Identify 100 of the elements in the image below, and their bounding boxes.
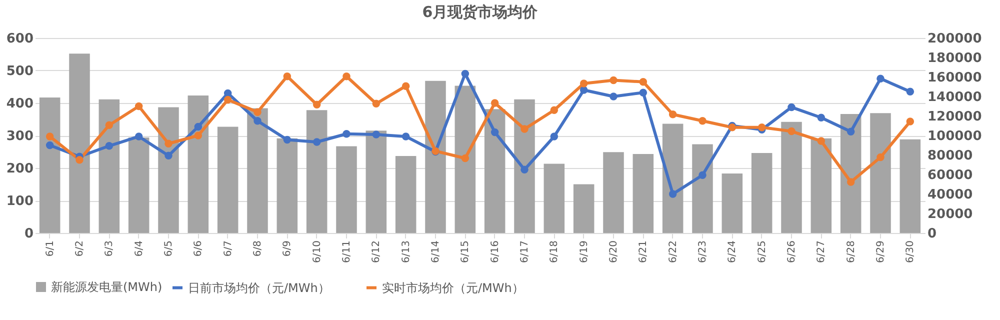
x-tick-label: 6/15: [460, 240, 472, 263]
point: [164, 152, 172, 160]
bar: [810, 138, 832, 233]
point: [342, 72, 350, 80]
point: [194, 132, 202, 140]
bar: [573, 184, 594, 233]
point: [194, 122, 202, 131]
bar: [544, 164, 565, 233]
y-tick-label: 400: [6, 96, 34, 112]
x-tick-label: 6/12: [371, 240, 382, 263]
point: [46, 132, 54, 140]
x-tick-label: 6/30: [905, 240, 916, 263]
point: [520, 125, 528, 133]
point: [283, 72, 292, 80]
point: [254, 117, 262, 125]
x-tick-label: 6/24: [727, 240, 738, 263]
y2-tick-label: 100000: [928, 129, 982, 144]
point: [312, 100, 321, 108]
x-tick-label: 6/26: [786, 240, 798, 263]
bar: [39, 97, 60, 233]
bar: [722, 174, 743, 233]
point: [254, 108, 262, 116]
point: [402, 82, 410, 90]
y2-tick-label: 140000: [928, 90, 982, 105]
bar: [751, 153, 772, 233]
y2-tick-label: 180000: [928, 51, 982, 66]
point: [817, 137, 826, 145]
bar: [632, 154, 654, 233]
y-tick-label: 100: [6, 194, 34, 209]
x-tick-label: 6/23: [698, 240, 708, 263]
bar: [217, 126, 238, 233]
y2-tick-label: 120000: [928, 110, 982, 124]
point: [550, 132, 558, 140]
point: [490, 99, 499, 107]
point: [105, 142, 114, 150]
point: [461, 70, 470, 78]
x-tick-label: 6/4: [134, 240, 145, 257]
point: [698, 117, 706, 125]
bar: [870, 113, 891, 233]
point: [105, 121, 114, 129]
point: [846, 128, 855, 136]
y-tick-label: 300: [6, 129, 34, 144]
bar: [276, 138, 298, 233]
y-tick-label: 500: [6, 64, 34, 79]
x-tick-label: 6/13: [400, 240, 412, 263]
bar: [128, 137, 150, 233]
y2-tick-label: 200000: [928, 32, 982, 46]
x-tick-label: 6/3: [104, 240, 116, 257]
point: [372, 130, 380, 138]
y2-tick-label: 80000: [928, 148, 973, 164]
x-tick-label: 6/10: [312, 240, 323, 263]
legend-label: 日前市场均价（元/MWh）: [188, 280, 330, 295]
y-tick-label: 200: [6, 162, 34, 176]
point: [788, 103, 796, 112]
point: [639, 78, 648, 86]
bar: [781, 122, 802, 233]
bar: [425, 80, 446, 233]
x-tick-label: 6/2: [74, 240, 86, 257]
point: [876, 74, 884, 82]
chart-title: 6月现货市场均价: [422, 3, 539, 21]
point: [906, 118, 914, 126]
x-tick-label: 6/1: [44, 240, 56, 257]
point: [698, 171, 706, 180]
point: [372, 100, 380, 108]
point: [224, 96, 232, 104]
bar: [247, 108, 268, 233]
y2-tick-label: 20000: [928, 207, 973, 222]
bar: [692, 144, 713, 233]
point: [906, 88, 914, 96]
point: [580, 86, 588, 94]
point: [610, 76, 618, 84]
x-tick-label: 6/21: [638, 240, 650, 263]
point: [402, 132, 410, 140]
x-tick-label: 6/25: [756, 240, 768, 263]
bar: [840, 114, 862, 233]
point: [134, 102, 143, 110]
x-tick-label: 6/7: [222, 240, 234, 257]
bar: [603, 152, 624, 233]
point: [283, 136, 292, 144]
point: [758, 124, 766, 132]
x-tick-label: 6/19: [578, 240, 590, 263]
point: [76, 156, 84, 164]
legend-label: 新能源发电量(MWh): [51, 280, 162, 294]
point: [668, 110, 677, 118]
x-tick-label: 6/5: [164, 240, 174, 257]
x-tick-label: 6/9: [282, 240, 294, 257]
point: [550, 106, 558, 114]
x-tick-label: 6/16: [490, 240, 501, 263]
bar: [514, 99, 535, 233]
x-tick-label: 6/22: [668, 240, 679, 263]
x-tick-label: 6/28: [846, 240, 857, 263]
point: [788, 127, 796, 136]
point: [224, 89, 232, 98]
point: [46, 141, 54, 150]
y-tick-label: 0: [24, 226, 34, 242]
point: [580, 80, 588, 88]
x-tick-label: 6/27: [816, 240, 828, 263]
point: [164, 140, 172, 148]
bar: [662, 124, 684, 233]
point: [639, 88, 648, 96]
